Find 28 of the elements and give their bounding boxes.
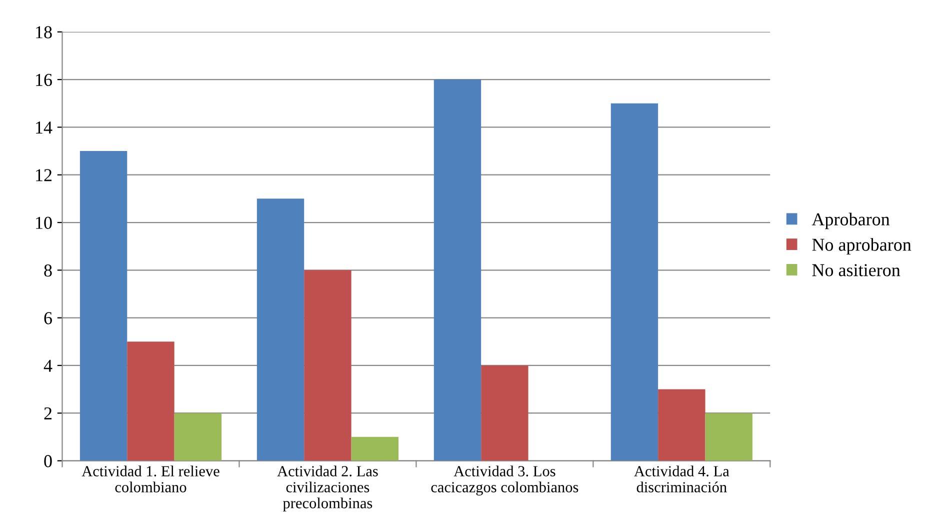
bar <box>80 151 128 461</box>
y-tick-label: 2 <box>44 407 52 420</box>
y-tick-label: 0 <box>44 455 52 468</box>
x-tick-label: Actividad 4. La discriminación <box>634 466 730 492</box>
bar <box>351 436 398 461</box>
legend-label: Aprobaron <box>812 212 890 230</box>
y-tick-label: 18 <box>36 26 52 38</box>
y-tick-label: 16 <box>36 74 52 86</box>
bar <box>304 270 352 461</box>
y-tick-label: 6 <box>44 312 52 324</box>
x-tick-label: Actividad 2. Las civilizaciones precolombinas <box>277 466 378 512</box>
bar <box>256 198 304 461</box>
y-tick-label: 8 <box>44 264 52 277</box>
legend-label: No aprobaron <box>812 238 912 255</box>
bar <box>705 413 752 461</box>
y-tick-label: 4 <box>44 360 52 372</box>
bar <box>481 365 528 461</box>
legend-label: No asitieron <box>812 264 900 276</box>
bar <box>434 80 482 461</box>
y-tick-label: 10 <box>36 216 52 229</box>
bar <box>610 103 658 461</box>
bar <box>174 413 222 461</box>
bar <box>658 389 706 461</box>
y-tick-label: 14 <box>36 122 52 134</box>
y-tick-label: 12 <box>36 169 52 182</box>
bar <box>127 342 174 461</box>
x-tick-label: Actividad 1. El relieve colombiano <box>82 466 220 492</box>
x-tick-label: Actividad 3. Los cacicazgos colombianos <box>431 466 578 496</box>
